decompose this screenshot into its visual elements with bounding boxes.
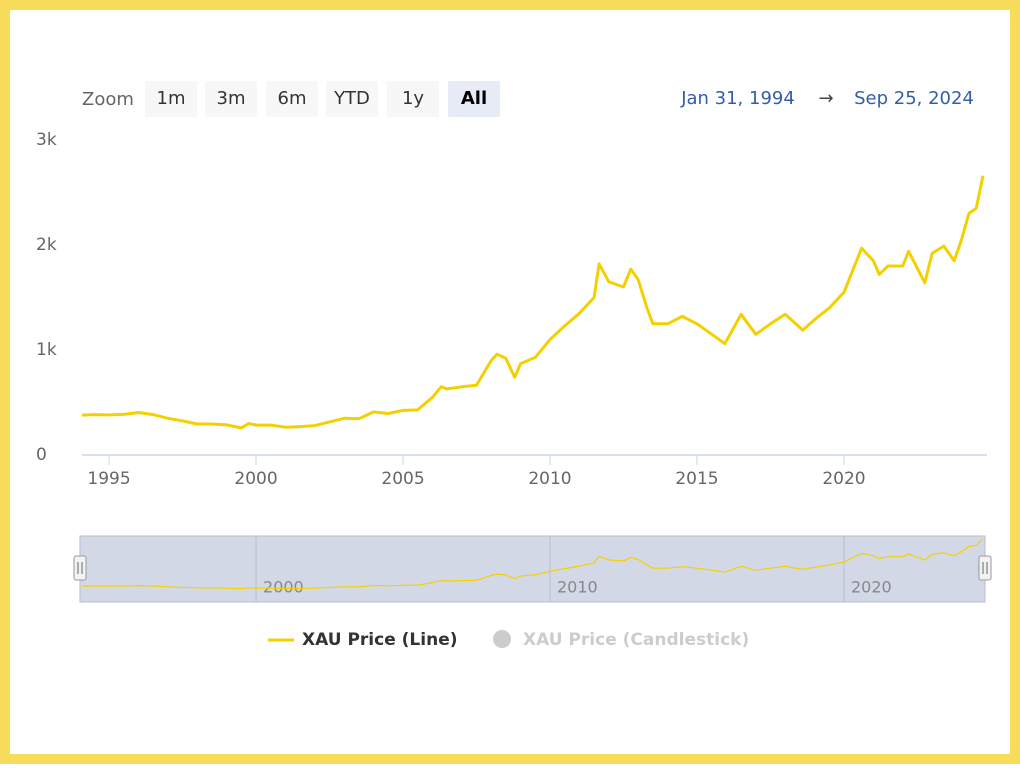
y-tick-label: 3k [36, 130, 57, 150]
x-tick-label: 2000 [234, 469, 277, 489]
navigator-handle[interactable] [978, 555, 992, 581]
x-tick-label: 2020 [822, 469, 865, 489]
x-tick-label: 2015 [675, 469, 718, 489]
date-from[interactable]: Jan 31, 1994 [680, 88, 795, 109]
navigator-tick-label: 2020 [851, 578, 892, 597]
price-line [81, 175, 985, 430]
zoom-button-label[interactable]: 3m [217, 88, 246, 109]
x-tick-label: 2010 [528, 469, 571, 489]
navigator-bg [79, 535, 986, 603]
zoom-button-label[interactable]: 1y [402, 88, 424, 109]
navigator-tick-label: 2010 [557, 578, 598, 597]
navigator-tick-label: 2000 [263, 578, 304, 597]
legend-label[interactable]: XAU Price (Candlestick) [523, 630, 749, 650]
y-tick-label: 0 [36, 445, 47, 465]
background [10, 10, 1010, 754]
legend-label[interactable]: XAU Price (Line) [302, 630, 458, 650]
date-arrow: → [818, 88, 833, 109]
zoom-button-label[interactable]: 6m [278, 88, 307, 109]
zoom-button-label[interactable]: YTD [333, 88, 370, 109]
zoom-label: Zoom [82, 89, 134, 110]
zoom-button-label[interactable]: All [461, 88, 487, 109]
x-tick-label: 2005 [381, 469, 424, 489]
zoom-button[interactable] [387, 81, 439, 117]
y-tick-label: 2k [36, 235, 57, 255]
zoom-button-label[interactable]: 1m [157, 88, 186, 109]
legend-swatch[interactable] [493, 630, 511, 648]
zoom-button[interactable] [448, 81, 500, 117]
date-to[interactable]: Sep 25, 2024 [854, 88, 974, 109]
zoom-button[interactable] [205, 81, 257, 117]
zoom-button[interactable] [266, 81, 318, 117]
zoom-button[interactable] [326, 81, 378, 117]
y-tick-label: 1k [36, 340, 57, 360]
navigator-handle[interactable] [73, 555, 87, 581]
x-tick-label: 1995 [87, 469, 130, 489]
navigator-line [81, 538, 984, 590]
zoom-button[interactable] [145, 81, 197, 117]
